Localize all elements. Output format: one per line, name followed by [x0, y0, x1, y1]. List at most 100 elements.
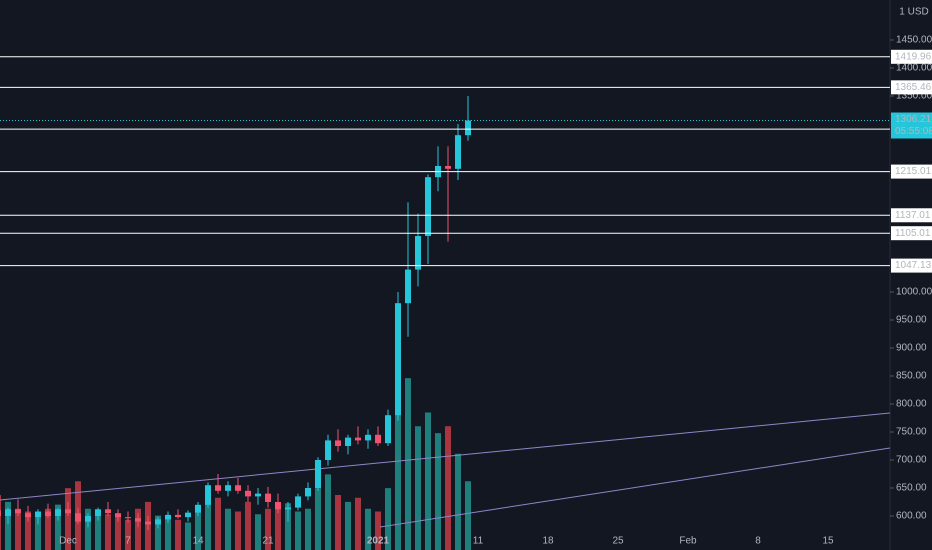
- volume-bar: [55, 504, 61, 550]
- x-tick-label: 8: [755, 536, 761, 547]
- volume-bar: [325, 474, 331, 550]
- x-tick-label: Dec: [59, 536, 77, 547]
- candle-body: [355, 437, 361, 441]
- level-label-box: [891, 258, 932, 273]
- x-tick-label: 21: [262, 536, 274, 547]
- candle-body: [335, 440, 341, 447]
- candle-body: [5, 509, 11, 517]
- candle-body: [165, 514, 171, 520]
- candle-body: [285, 507, 291, 510]
- volume-bar: [455, 453, 461, 550]
- level-label-box: [891, 208, 932, 223]
- volume-bar: [395, 398, 401, 550]
- y-tick-label: 1400.00: [896, 63, 932, 74]
- x-tick-label: 11: [473, 536, 484, 547]
- candle-body: [0, 510, 1, 517]
- volume-bar: [205, 495, 211, 550]
- y-tick-label: 650.00: [896, 483, 927, 494]
- candle-body: [385, 415, 391, 444]
- candle-body: [205, 485, 211, 505]
- candle-body: [135, 518, 141, 522]
- x-tick-label: 2021: [367, 536, 390, 547]
- y-tick-label: 700.00: [896, 455, 927, 466]
- candle-body: [405, 269, 411, 304]
- y-tick-label: 1450.00: [896, 35, 932, 46]
- candle-body: [55, 509, 61, 517]
- candle-body: [265, 493, 271, 503]
- x-tick-label: 7: [125, 536, 131, 547]
- candle-body: [325, 440, 331, 461]
- candle-body: [85, 516, 91, 522]
- volume-bar: [0, 495, 1, 550]
- candle-body: [445, 165, 451, 169]
- candle-body: [465, 120, 471, 136]
- candle-body: [35, 511, 41, 518]
- candle-body: [185, 512, 191, 518]
- candle-body: [175, 514, 181, 518]
- y-tick-label: 1350.00: [896, 91, 932, 102]
- x-tick-label: Feb: [679, 536, 697, 547]
- volume-bar: [105, 514, 111, 550]
- level-label-box: [891, 164, 932, 179]
- scale-label[interactable]: 1 USD: [899, 7, 928, 18]
- level-label: 1047.13: [895, 260, 932, 271]
- candle-body: [225, 485, 231, 491]
- volume-bar: [215, 497, 221, 550]
- y-tick-label: 950.00: [896, 315, 927, 326]
- volume-bar: [305, 508, 311, 550]
- candle-body: [105, 509, 111, 514]
- volume-bar: [345, 501, 351, 550]
- volume-bar: [195, 508, 201, 550]
- volume-bar: [445, 426, 451, 550]
- volume-bar: [365, 508, 371, 550]
- candle-body: [75, 513, 81, 522]
- candle-body: [365, 434, 371, 441]
- last-price-label: 1306.21: [895, 114, 932, 125]
- volume-bar: [155, 515, 161, 550]
- volume-bar: [385, 488, 391, 550]
- candle-body: [295, 496, 301, 508]
- trendlines: [0, 412, 891, 528]
- x-tick-label: 14: [192, 536, 204, 547]
- candle-body: [195, 504, 201, 513]
- level-label-box: [891, 226, 932, 241]
- volume-bar: [65, 488, 71, 550]
- volume-bar: [295, 511, 301, 550]
- candle-body: [45, 511, 51, 517]
- volume-bar: [125, 519, 131, 550]
- volume-bar: [415, 426, 421, 550]
- trendline: [379, 447, 891, 528]
- candle-body: [25, 513, 31, 518]
- candle-body: [215, 485, 221, 491]
- volume-bar: [235, 511, 241, 550]
- volume-bar: [115, 517, 121, 550]
- volume-bar: [355, 497, 361, 550]
- volume-bar: [275, 506, 281, 550]
- candle-body: [145, 521, 151, 525]
- candle-body: [305, 488, 311, 497]
- y-tick-label: 850.00: [896, 371, 927, 382]
- y-tick-label: 750.00: [896, 427, 927, 438]
- x-tick-label: 15: [822, 536, 834, 547]
- volume-bar: [265, 508, 271, 550]
- volume-bar: [245, 501, 251, 550]
- level-label-box: [891, 49, 932, 64]
- volume-bar: [405, 378, 411, 550]
- candle-body: [395, 303, 401, 416]
- y-tick-label: 800.00: [896, 399, 927, 410]
- level-label: 1137.01: [895, 210, 931, 221]
- candle-body: [375, 434, 381, 444]
- level-label: 1215.01: [895, 166, 932, 177]
- volume-bar: [15, 508, 21, 550]
- volume-bar: [35, 515, 41, 550]
- volume-bar: [335, 495, 341, 550]
- candle-body: [235, 485, 241, 491]
- volume-bar: [85, 508, 91, 550]
- volume-bar: [185, 522, 191, 550]
- volume-bar: [225, 508, 231, 550]
- candle-body: [455, 135, 461, 169]
- countdown: 05:55:08: [895, 126, 932, 137]
- y-tick-label: 1000.00: [896, 287, 932, 298]
- level-label: 1365.46: [895, 82, 932, 93]
